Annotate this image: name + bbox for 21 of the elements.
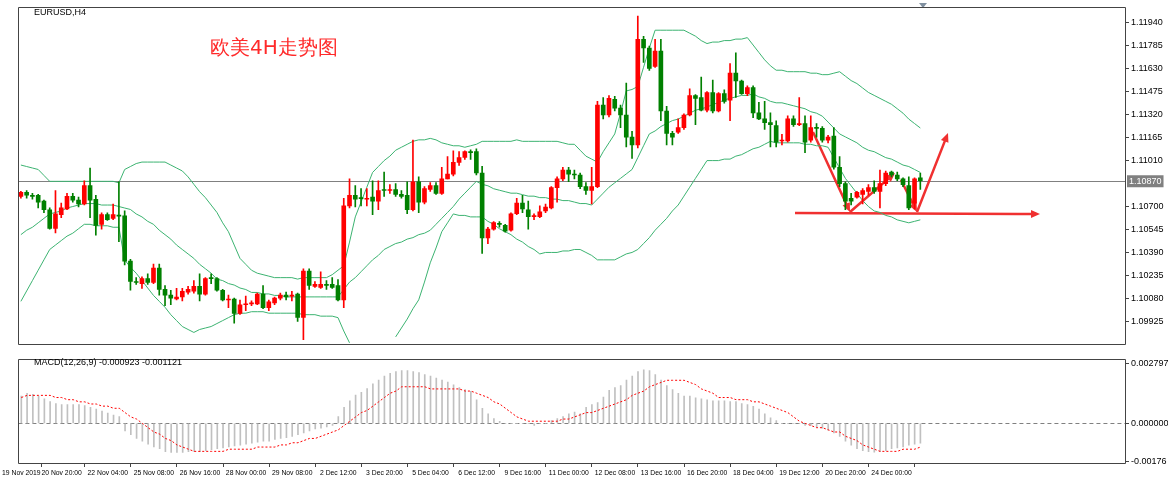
y-tick-label: 1.10700 (1131, 201, 1164, 211)
y-tick-label: 1.10545 (1131, 223, 1164, 234)
y-tick-label: 1.11940 (1131, 17, 1163, 28)
y-tick-label: 0.000000 (1131, 417, 1169, 428)
y-tick-label: 0.002797 (1131, 357, 1169, 368)
y-tick-label: 1.11320 (1131, 109, 1163, 120)
y-tick-label: 1.11630 (1131, 63, 1163, 74)
text: 欧美4H走势图 (210, 34, 338, 61)
y-tick-label: 1.10080 (1131, 292, 1164, 303)
y-tick-label: 1.10390 (1131, 246, 1164, 257)
y-tick-label: 1.09925 (1131, 315, 1164, 326)
ref-line-label: 1.10870 (1129, 175, 1162, 186)
y-tick-label: 1.11010 (1131, 155, 1163, 166)
y-tick-label: 1.11165 (1131, 132, 1163, 143)
y-tick-label: -0.00176 (1131, 455, 1167, 466)
chart-subtitle: EURUSD,H4 (34, 7, 87, 17)
line-series (20, 379, 921, 452)
chart-title: MACD(12,26,9) -0.000923 -0.001121 (34, 357, 182, 367)
y-tick-label: 1.11475 (1131, 86, 1163, 97)
y-tick-label: 1.11785 (1131, 40, 1163, 51)
y-tick-label: 1.10235 (1131, 269, 1164, 280)
